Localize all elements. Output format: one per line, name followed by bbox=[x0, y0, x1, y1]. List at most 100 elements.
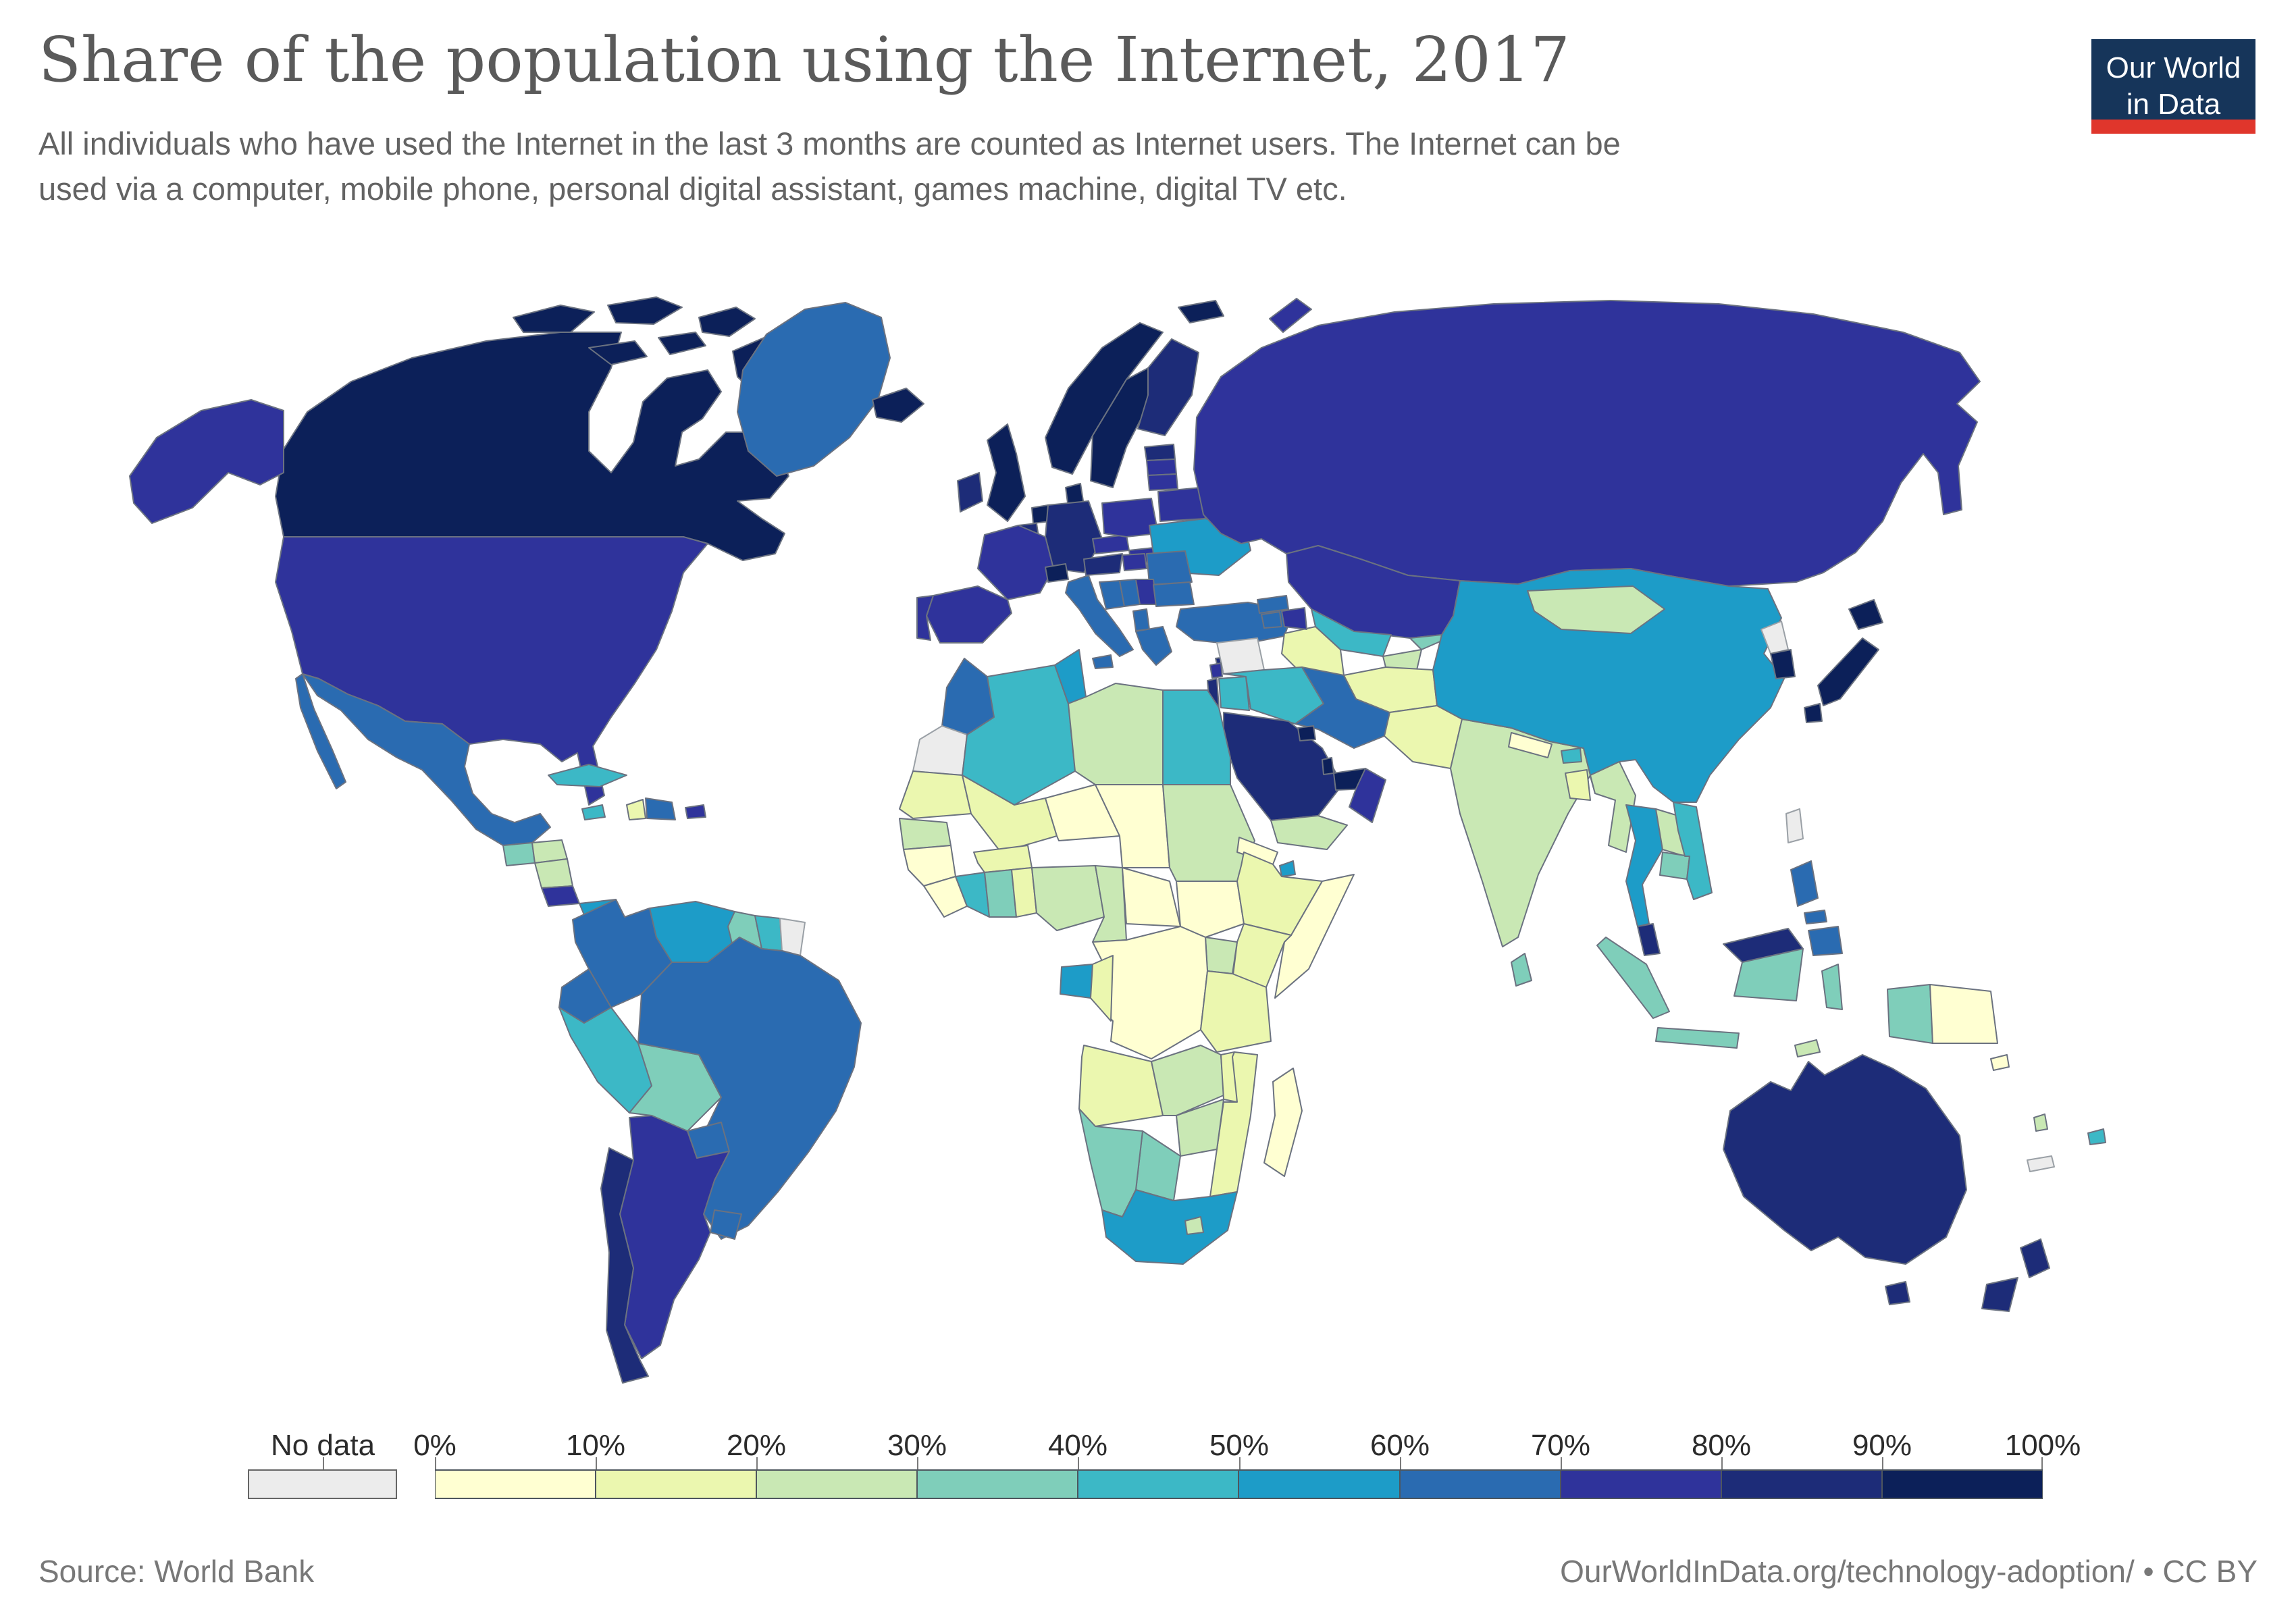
country-lesotho[interactable] bbox=[1184, 1216, 1204, 1235]
country-poland[interactable] bbox=[1101, 498, 1159, 538]
country-azerbaijan[interactable] bbox=[1281, 607, 1307, 630]
country-haiti[interactable] bbox=[626, 799, 646, 820]
country-yemen[interactable] bbox=[1270, 815, 1348, 850]
legend-swatch-10-20[interactable] bbox=[596, 1469, 757, 1499]
country-guatemala[interactable] bbox=[502, 842, 536, 866]
country-new-caledonia[interactable] bbox=[2027, 1155, 2055, 1172]
country-jamaica[interactable] bbox=[581, 804, 606, 820]
country-dominican-republic[interactable] bbox=[645, 797, 676, 820]
country-zimbabwe[interactable] bbox=[1176, 1099, 1224, 1157]
country-canada[interactable] bbox=[698, 307, 756, 337]
country-finland[interactable] bbox=[1137, 338, 1199, 436]
country-cuba[interactable] bbox=[548, 764, 627, 787]
country-lebanon[interactable] bbox=[1209, 662, 1223, 679]
legend-swatch-0-10[interactable] bbox=[435, 1469, 596, 1499]
country-mozambique[interactable] bbox=[1209, 1051, 1258, 1197]
country-novaya-zemlya[interactable] bbox=[1269, 298, 1312, 333]
country-lithuania[interactable] bbox=[1147, 473, 1178, 491]
country-japan[interactable] bbox=[1804, 703, 1823, 723]
country-usa[interactable] bbox=[275, 536, 708, 806]
country-italy[interactable] bbox=[1065, 575, 1134, 657]
country-japan[interactable] bbox=[1817, 637, 1879, 706]
country-austria[interactable] bbox=[1083, 553, 1123, 576]
legend-no-data-swatch[interactable] bbox=[248, 1469, 397, 1499]
country-albania[interactable] bbox=[1132, 608, 1150, 631]
country-peru[interactable] bbox=[558, 1007, 652, 1114]
country-costa-rica[interactable] bbox=[541, 885, 580, 907]
country-romania[interactable] bbox=[1146, 550, 1193, 585]
legend-swatch-20-30[interactable] bbox=[756, 1469, 918, 1499]
country-iceland[interactable] bbox=[872, 388, 924, 423]
country-mexico[interactable] bbox=[302, 673, 551, 846]
country-timor-leste[interactable] bbox=[1794, 1039, 1821, 1057]
country-alaska[interactable] bbox=[129, 399, 284, 524]
country-czechia[interactable] bbox=[1092, 534, 1130, 554]
country-spain[interactable] bbox=[926, 585, 1012, 644]
country-uganda[interactable] bbox=[1205, 937, 1238, 974]
country-indonesia[interactable] bbox=[1596, 937, 1670, 1019]
country-serbia[interactable] bbox=[1135, 579, 1157, 605]
country-estonia[interactable] bbox=[1144, 444, 1176, 461]
country-qatar[interactable] bbox=[1322, 757, 1334, 775]
country-taiwan[interactable] bbox=[1785, 808, 1804, 843]
country-portugal[interactable] bbox=[916, 595, 934, 641]
country-mongolia[interactable] bbox=[1527, 585, 1665, 634]
country-tanzania[interactable] bbox=[1200, 970, 1272, 1053]
country-central-african-republic[interactable] bbox=[1122, 867, 1181, 927]
country-libya[interactable] bbox=[1068, 683, 1164, 785]
country-pakistan[interactable] bbox=[1384, 705, 1463, 769]
country-puerto-rico[interactable] bbox=[685, 804, 706, 819]
legend-swatch-50-60[interactable] bbox=[1238, 1469, 1400, 1499]
country-mexico[interactable] bbox=[295, 673, 346, 789]
country-bhutan[interactable] bbox=[1561, 748, 1582, 764]
legend-swatch-30-40[interactable] bbox=[917, 1469, 1078, 1499]
country-south-africa[interactable] bbox=[1101, 1189, 1238, 1265]
country-latvia[interactable] bbox=[1146, 459, 1177, 476]
country-botswana[interactable] bbox=[1135, 1130, 1181, 1201]
country-mauritania[interactable] bbox=[899, 770, 972, 819]
country-greenland[interactable] bbox=[737, 302, 891, 477]
country-philippines-luzon[interactable] bbox=[1790, 860, 1819, 907]
country-jordan[interactable] bbox=[1218, 676, 1250, 711]
country-thailand[interactable] bbox=[1625, 804, 1663, 927]
country-madagascar[interactable] bbox=[1263, 1068, 1303, 1177]
country-bulgaria[interactable] bbox=[1153, 581, 1195, 607]
country-chile[interactable] bbox=[600, 1147, 649, 1384]
country-djibouti[interactable] bbox=[1279, 860, 1296, 877]
country-nicaragua[interactable] bbox=[534, 858, 573, 889]
country-armenia[interactable] bbox=[1261, 611, 1282, 629]
country-south-sudan[interactable] bbox=[1176, 881, 1245, 938]
country-kuwait[interactable] bbox=[1297, 725, 1316, 741]
country-canada[interactable] bbox=[658, 332, 706, 355]
legend-swatch-60-70[interactable] bbox=[1399, 1469, 1561, 1499]
country-western-sahara[interactable] bbox=[912, 725, 968, 776]
country-ghana[interactable] bbox=[984, 869, 1017, 918]
country-ireland[interactable] bbox=[957, 472, 983, 513]
country-switzerland[interactable] bbox=[1045, 563, 1069, 583]
country-canada[interactable] bbox=[513, 305, 595, 333]
country-indonesia[interactable] bbox=[1821, 964, 1843, 1010]
country-canada[interactable] bbox=[275, 332, 789, 561]
legend-swatch-90-100[interactable] bbox=[1881, 1469, 2043, 1499]
country-nepal[interactable] bbox=[1508, 732, 1553, 758]
country-congo[interactable] bbox=[1090, 955, 1114, 1022]
country-vanuatu[interactable] bbox=[2033, 1114, 2048, 1132]
country-indonesia[interactable] bbox=[1887, 984, 1933, 1044]
country-oman[interactable] bbox=[1349, 768, 1386, 823]
country-russia[interactable] bbox=[1193, 300, 1981, 587]
country-svalbard[interactable] bbox=[1178, 300, 1224, 323]
country-uk[interactable] bbox=[987, 423, 1026, 522]
country-niger[interactable] bbox=[1045, 784, 1120, 841]
country-chad[interactable] bbox=[1095, 784, 1170, 868]
country-south-korea[interactable] bbox=[1770, 649, 1796, 679]
country-indonesia[interactable] bbox=[1733, 948, 1804, 1001]
country-indonesia[interactable] bbox=[1655, 1027, 1740, 1049]
country-japan[interactable] bbox=[1848, 599, 1883, 630]
country-canada[interactable] bbox=[607, 296, 683, 325]
country-georgia[interactable] bbox=[1257, 595, 1289, 614]
country-greece[interactable] bbox=[1135, 626, 1172, 666]
country-solomon-islands[interactable] bbox=[1990, 1054, 2010, 1071]
country-brazil[interactable] bbox=[637, 937, 862, 1240]
country-vietnam[interactable] bbox=[1673, 802, 1713, 900]
country-myanmar[interactable] bbox=[1590, 761, 1636, 853]
